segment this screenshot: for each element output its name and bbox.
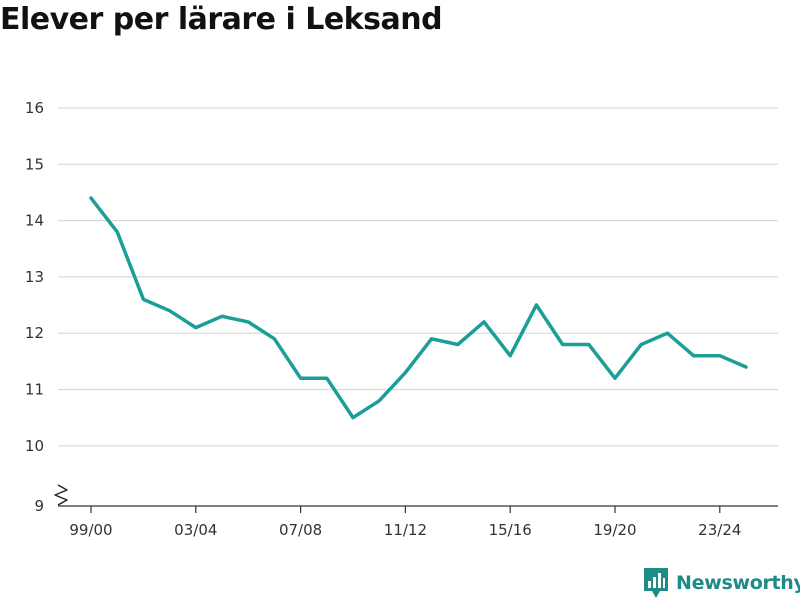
brand-name: Newsworthy xyxy=(676,572,800,594)
series-layer xyxy=(89,196,748,420)
axis-break-icon xyxy=(54,484,68,506)
y-tick-label: 15 xyxy=(25,155,44,173)
y-tick-label: 14 xyxy=(25,212,44,230)
newsworthy-logo: Newsworthy xyxy=(644,568,800,598)
line-chart: 9 10 11 12 13 14 15 16 99/00 03/04 07/08 11/12 15/1… xyxy=(25,99,778,539)
chart-title: Elever per lärare i Leksand xyxy=(0,2,443,37)
x-tick-label: 03/04 xyxy=(174,521,217,539)
y-tick-label: 16 xyxy=(25,99,44,117)
x-axis: 99/00 03/04 07/08 11/12 15/16 19/20 23/24 xyxy=(58,505,778,539)
x-tick-label: 19/20 xyxy=(593,521,636,539)
x-tick-label: 15/16 xyxy=(489,521,532,539)
x-tick-label: 23/24 xyxy=(698,521,741,539)
y-tick-label: 11 xyxy=(25,381,44,399)
y-tick-label: 10 xyxy=(25,437,44,455)
x-tick-label: 07/08 xyxy=(279,521,322,539)
x-tick-label: 11/12 xyxy=(384,521,427,539)
bar-chart-icon xyxy=(644,568,668,598)
x-tick-label: 99/00 xyxy=(69,521,112,539)
series-line xyxy=(89,196,748,420)
gridlines xyxy=(58,107,778,447)
y-axis: 9 10 11 12 13 14 15 16 xyxy=(25,99,68,515)
y-tick-label: 9 xyxy=(34,497,44,515)
y-tick-label: 13 xyxy=(25,268,44,286)
y-tick-label: 12 xyxy=(25,324,44,342)
